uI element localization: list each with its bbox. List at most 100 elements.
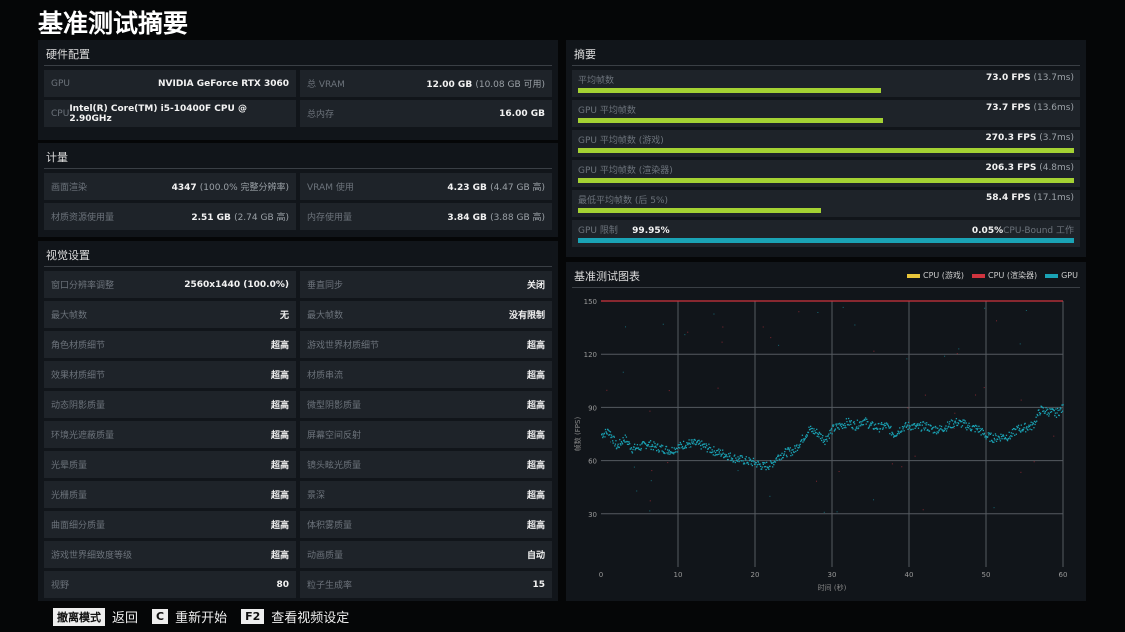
gpu-point xyxy=(646,444,648,446)
gpu-point xyxy=(976,429,978,431)
gpu-point xyxy=(829,429,831,432)
gpu-point xyxy=(747,463,750,466)
gpu-point xyxy=(880,423,882,425)
gpu-point xyxy=(1055,416,1058,418)
outlier-point xyxy=(633,466,635,468)
gpu-point xyxy=(833,424,835,426)
gpu-point xyxy=(922,421,925,423)
gpu-point xyxy=(955,417,958,420)
gpu-point xyxy=(733,460,735,462)
gpu-point xyxy=(742,463,745,465)
gpu-point xyxy=(697,443,700,445)
gpu-point xyxy=(802,441,804,443)
gpu-point xyxy=(753,461,755,463)
gpu-point xyxy=(1042,410,1044,413)
gpu-point xyxy=(725,454,727,457)
gpu-point xyxy=(968,425,971,427)
gpu-point xyxy=(930,425,932,427)
gpu-point xyxy=(665,445,668,448)
gpu-point xyxy=(673,447,675,449)
gpu-point xyxy=(680,443,683,446)
hint-key[interactable]: F2 xyxy=(241,609,265,624)
visual-row: 效果材质细节 超高 xyxy=(44,361,296,388)
gpu-point xyxy=(605,432,608,434)
gpu-point xyxy=(983,432,986,434)
outlier-point xyxy=(798,311,800,313)
gpu-point xyxy=(796,449,799,452)
outlier-point xyxy=(778,344,780,346)
outlier-point xyxy=(737,470,739,472)
gpu-point xyxy=(781,452,783,454)
metrics-heading: 计量 xyxy=(44,143,552,169)
gpu-point xyxy=(814,430,816,432)
value: 超高 xyxy=(526,461,545,471)
gpu-point xyxy=(667,453,669,455)
gpu-point xyxy=(687,442,690,444)
gpu-point xyxy=(636,444,639,446)
gpu-point xyxy=(712,454,714,456)
label: 画面渲染 xyxy=(51,183,88,193)
label: VRAM 使用 xyxy=(307,183,354,193)
gpu-point xyxy=(722,449,724,451)
visual-row: 体积雾质量 超高 xyxy=(300,511,552,538)
gpu-point xyxy=(1011,435,1013,438)
gpu-point xyxy=(919,424,921,426)
gpu-point xyxy=(1038,409,1040,411)
gpu-point xyxy=(1052,408,1054,410)
outlier-point xyxy=(1019,343,1021,345)
gpu-point xyxy=(624,434,626,436)
hint-key[interactable]: C xyxy=(152,609,169,624)
value: 超高 xyxy=(526,401,545,411)
summary-heading: 摘要 xyxy=(572,40,1080,66)
gpu-point xyxy=(719,453,721,455)
gpu-point xyxy=(1027,426,1030,428)
gpu-point xyxy=(612,440,614,442)
gpu-point xyxy=(1019,430,1021,432)
gpu-point xyxy=(936,431,938,433)
gpu-point xyxy=(631,452,634,454)
outlier-point xyxy=(610,441,612,443)
x-tick-label: 30 xyxy=(828,571,837,579)
gpu-point xyxy=(818,431,821,434)
visual-row: 材质串流 超高 xyxy=(300,361,552,388)
gpu-point xyxy=(1009,436,1011,438)
gpu-point xyxy=(768,468,770,470)
hardware-row: GPU NVIDIA GeForce RTX 3060 xyxy=(44,70,296,97)
gpu-point xyxy=(627,441,629,443)
gpu-point xyxy=(932,427,934,429)
gpu-point xyxy=(1013,428,1015,430)
gpu-point xyxy=(935,433,938,435)
gpu-point xyxy=(869,422,872,424)
gpu-point xyxy=(686,441,688,444)
label: 总内存 xyxy=(307,110,335,120)
value: 超高 xyxy=(270,341,289,351)
gpu-point xyxy=(989,433,992,436)
gpu-point xyxy=(979,429,982,432)
gpu-point xyxy=(953,425,955,428)
gpu-point xyxy=(759,465,762,467)
gpu-point xyxy=(1020,424,1022,426)
hint-key[interactable]: 撤离模式 xyxy=(53,607,105,626)
cpu-bound-label: CPU-Bound 工作 xyxy=(1003,226,1074,236)
gpu-point xyxy=(708,446,711,449)
gpu-point xyxy=(836,423,838,425)
gpu-point xyxy=(774,461,777,463)
x-tick-label: 0 xyxy=(599,571,603,579)
legend-item: GPU xyxy=(1045,271,1078,280)
gpu-point xyxy=(973,425,976,428)
gpu-point xyxy=(707,447,709,450)
gpu-point xyxy=(844,425,846,427)
gpu-point xyxy=(1047,412,1049,414)
gpu-point xyxy=(985,438,987,440)
gpu-point xyxy=(788,448,790,451)
gpu-point xyxy=(649,445,651,448)
gpu-point xyxy=(602,436,604,439)
gpu-point xyxy=(1061,410,1064,412)
gpu-point xyxy=(709,447,712,449)
gpu-point xyxy=(1022,430,1024,432)
gpu-point xyxy=(962,422,965,424)
gpu-point xyxy=(668,451,670,453)
gpu-point xyxy=(966,429,968,431)
gpu-point xyxy=(907,428,909,430)
gpu-point xyxy=(823,440,826,443)
